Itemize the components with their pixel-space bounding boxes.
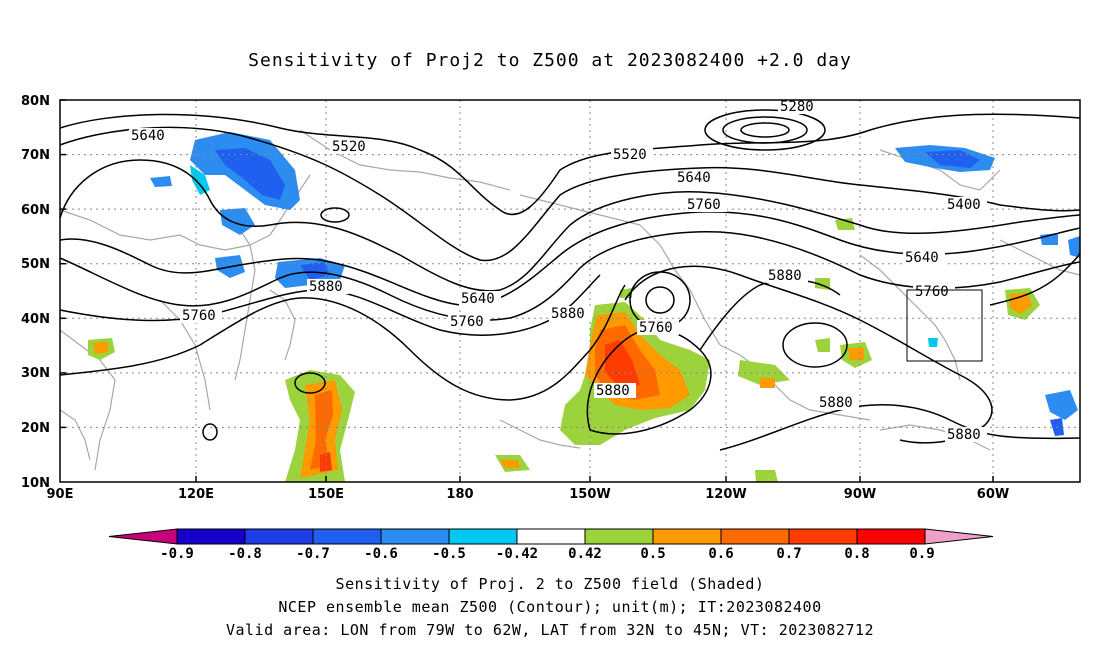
lon-label: 120E — [178, 487, 214, 502]
colorbar-label: 0.5 — [640, 546, 665, 562]
lon-labels: 90E 120E 150E 180 150W 120W 90W 60W — [47, 487, 1010, 502]
colorbar-swatch — [176, 528, 246, 545]
colorbar-label: -0.42 — [496, 546, 538, 562]
colorbar-end-high — [924, 528, 994, 545]
lon-label: 120W — [705, 487, 746, 502]
colorbar-swatch — [856, 528, 926, 545]
lon-label: 150E — [308, 487, 344, 502]
contour-label: 5760 — [687, 197, 721, 213]
lat-label: 60N — [21, 203, 50, 218]
colorbar-swatch — [584, 528, 654, 545]
contour-label: 5880 — [596, 383, 630, 399]
axis-ticks — [60, 99, 994, 482]
colorbar-swatch — [448, 528, 518, 545]
contour-label: 5640 — [461, 291, 495, 307]
contour-label: 5880 — [819, 395, 853, 411]
colorbar-labels: -0.9 -0.8 -0.7 -0.6 -0.5 -0.42 0.42 0.5 … — [160, 546, 935, 562]
contour-label: 5640 — [131, 128, 165, 144]
colorbar-swatch — [788, 528, 858, 545]
contour-label: 5400 — [947, 197, 981, 213]
contour-label: 5760 — [182, 308, 216, 324]
lat-label: 70N — [21, 148, 50, 163]
lat-label: 40N — [21, 312, 50, 327]
contour-label: 5640 — [905, 250, 939, 266]
contour-label: 5760 — [915, 284, 949, 300]
contour-label: 5640 — [677, 170, 711, 186]
colorbar-label: -0.9 — [160, 546, 194, 562]
lat-label: 20N — [21, 421, 50, 436]
colorbar-label: 0.8 — [844, 546, 869, 562]
contour-labels: 5280 5520 5520 5640 5640 5640 5640 5760 … — [129, 99, 987, 443]
colorbar-label: 0.42 — [568, 546, 602, 562]
contour-label: 5520 — [613, 147, 647, 163]
colorbar-end-low — [108, 528, 178, 545]
contour-label: 5880 — [947, 427, 981, 443]
gridlines — [60, 100, 1080, 482]
colorbar-swatch — [380, 528, 450, 545]
colorbar-swatch — [244, 528, 314, 545]
contour-label: 5760 — [450, 314, 484, 330]
lon-label: 90E — [47, 487, 74, 502]
lat-label: 10N — [21, 476, 50, 491]
map-title: Sensitivity of Proj2 to Z500 at 20230824… — [248, 50, 852, 71]
caption-line-1: Sensitivity of Proj. 2 to Z500 field (Sh… — [335, 575, 765, 593]
colorbar-label: 0.6 — [708, 546, 733, 562]
contour-label: 5280 — [780, 99, 814, 115]
contour-label: 5880 — [551, 306, 585, 322]
caption-line-3: Valid area: LON from 79W to 62W, LAT fro… — [225, 621, 875, 639]
colorbar-label: -0.6 — [364, 546, 398, 562]
colorbar — [108, 528, 994, 545]
colorbar-swatch — [312, 528, 382, 545]
lat-label: 50N — [21, 257, 50, 272]
valid-area-box — [906, 289, 983, 362]
lon-label: 150W — [569, 487, 610, 502]
contour-label: 5760 — [639, 320, 673, 336]
colorbar-label: 0.9 — [909, 546, 934, 562]
contour-label: 5880 — [768, 268, 802, 284]
lon-label: 60W — [977, 487, 1009, 502]
colorbar-label: -0.7 — [296, 546, 330, 562]
contour-label: 5880 — [309, 279, 343, 295]
caption-line-2: NCEP ensemble mean Z500 (Contour); unit(… — [278, 598, 822, 616]
colorbar-swatch — [652, 528, 722, 545]
map-frame — [59, 99, 1081, 483]
lon-label: 90W — [844, 487, 876, 502]
colorbar-swatch — [516, 528, 586, 545]
lat-label: 30N — [21, 366, 50, 381]
lon-label: 180 — [446, 487, 473, 502]
colorbar-label: 0.7 — [776, 546, 801, 562]
colorbar-label: -0.8 — [228, 546, 262, 562]
lat-label: 80N — [21, 94, 50, 109]
lat-labels: 80N 70N 60N 50N 40N 30N 20N 10N — [21, 94, 50, 491]
contour-label: 5520 — [332, 139, 366, 155]
colorbar-swatch — [720, 528, 790, 545]
colorbar-label: -0.5 — [432, 546, 466, 562]
